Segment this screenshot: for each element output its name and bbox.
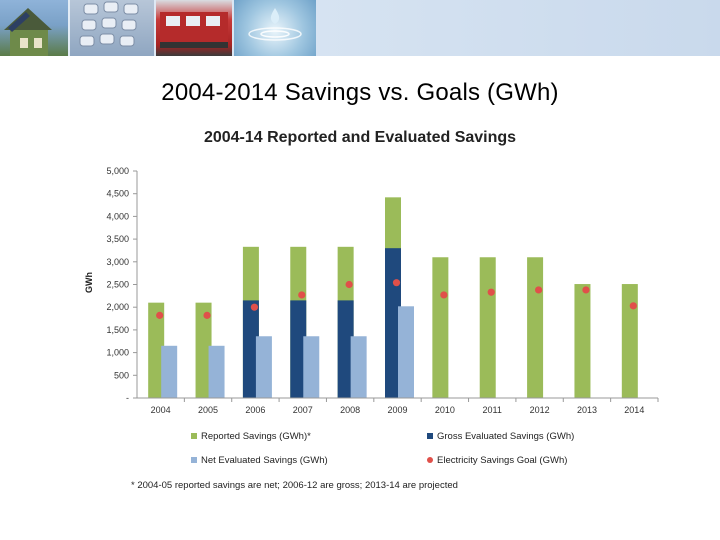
- net-evaluated-savings-bar: [208, 345, 225, 398]
- savings-goal-point: [440, 291, 448, 299]
- x-tick-label: 2007: [293, 405, 313, 415]
- net-evaluated-savings-bar: [161, 345, 178, 398]
- savings-goal-point: [298, 291, 306, 299]
- legend-net-evaluated-savings-label: Net Evaluated Savings (GWh): [201, 455, 328, 466]
- net-evaluated-savings-bar: [303, 336, 320, 398]
- legend-electricity-savings-goal-swatch: [427, 457, 433, 463]
- y-tick-label: 5,000: [106, 166, 129, 176]
- y-tick-label: 2,500: [106, 280, 129, 290]
- x-tick-label: 2011: [483, 405, 502, 415]
- legend-reported-savings-swatch: [191, 433, 197, 439]
- net-evaluated-savings-bar: [350, 336, 367, 398]
- y-tick-label: 3,000: [106, 257, 129, 267]
- y-tick-label: 1,500: [106, 325, 129, 335]
- x-tick-label: 2008: [340, 405, 360, 415]
- x-tick-label: 2005: [198, 405, 218, 415]
- slide-title: 2004-2014 Savings vs. Goals (GWh): [161, 79, 559, 106]
- chart-title: 2004-14 Reported and Evaluated Savings: [203, 129, 517, 146]
- reported-savings-bar: [195, 302, 212, 398]
- legend-gross-evaluated-savings-swatch: [427, 433, 433, 439]
- x-tick-label: 2014: [624, 405, 644, 415]
- reported-savings-bar: [574, 284, 591, 398]
- y-tick-label: 4,500: [106, 189, 129, 199]
- y-tick-label: 500: [114, 370, 129, 380]
- savings-goal-point: [534, 286, 543, 294]
- savings-goal-point: [392, 279, 401, 287]
- reported-savings-bar: [527, 257, 544, 398]
- house-photo-icon: [0, 0, 68, 56]
- net-evaluated-savings-bar: [398, 306, 414, 398]
- x-tick-label: 2006: [245, 405, 265, 415]
- y-tick-label: 4,000: [106, 211, 129, 221]
- y-tick-label: 1,000: [106, 348, 129, 358]
- header-banner: [0, 0, 720, 56]
- phone-keypad-photo-icon: [70, 0, 154, 56]
- y-tick-label: -: [126, 393, 129, 403]
- gross-evaluated-savings-bar: [337, 300, 354, 398]
- x-tick-label: 2012: [530, 405, 550, 415]
- y-axis-label: GWh: [84, 272, 94, 293]
- savings-goal-point: [487, 288, 495, 296]
- reported-savings-bar: [479, 257, 496, 398]
- savings-goal-point: [629, 302, 637, 310]
- x-tick-label: 2013: [577, 405, 597, 415]
- legend-gross-evaluated-savings-label: Gross Evaluated Savings (GWh): [437, 431, 574, 442]
- net-evaluated-savings-bar: [255, 336, 272, 398]
- legend-reported-savings-label: Reported Savings (GWh)*: [201, 431, 311, 442]
- savings-goal-point: [345, 280, 353, 289]
- savings-chart: - 500 1,000 1,500 2,000 2,500 3,000 3,500 4,000 4…: [84, 166, 659, 466]
- chart-footnote: * 2004-05 reported savings are net; 2006…: [131, 480, 458, 491]
- savings-goal-point: [250, 303, 259, 311]
- train-photo-icon: [156, 0, 232, 56]
- reported-savings-bar: [621, 284, 638, 398]
- gross-evaluated-savings-bar: [242, 300, 259, 398]
- x-tick-label: 2004: [151, 405, 171, 415]
- savings-goal-point: [582, 286, 590, 294]
- y-tick-label: 2,000: [106, 302, 129, 312]
- savings-goal-point: [156, 311, 164, 319]
- gross-evaluated-savings-bar: [290, 300, 307, 398]
- y-tick-label: 3,500: [106, 234, 129, 244]
- savings-goal-point: [203, 311, 211, 319]
- x-tick-label: 2010: [435, 405, 455, 415]
- reported-savings-bar: [148, 302, 165, 398]
- water-drop-photo-icon: [234, 0, 316, 56]
- x-tick-label: 2009: [387, 405, 407, 415]
- legend-net-evaluated-savings-swatch: [191, 457, 197, 463]
- legend-electricity-savings-goal-label: Electricity Savings Goal (GWh): [437, 455, 567, 466]
- reported-savings-bar: [432, 257, 449, 398]
